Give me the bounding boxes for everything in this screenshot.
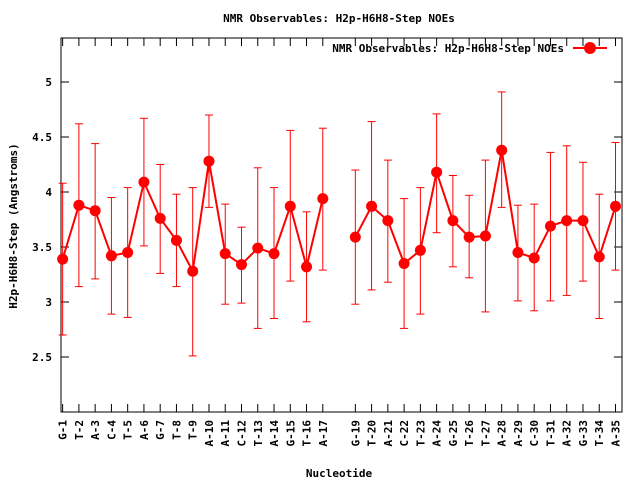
x-tick-label: A-28 xyxy=(496,420,509,447)
x-tick-label: A-21 xyxy=(382,420,395,447)
x-tick-label: T-34 xyxy=(593,420,606,447)
y-tick-label: 3.5 xyxy=(32,241,52,254)
x-tick-label: A-11 xyxy=(219,420,232,447)
data-point xyxy=(170,234,182,246)
data-point xyxy=(317,193,329,205)
data-point xyxy=(268,248,280,260)
x-tick-label: T-2 xyxy=(73,420,86,440)
y-axis-label: H2p-H6H8-Step (Angstroms) xyxy=(7,143,20,309)
x-tick-label: A-14 xyxy=(268,420,281,447)
x-tick-label: A-6 xyxy=(138,420,151,440)
x-tick-label: T-20 xyxy=(366,420,379,447)
y-tick-label: 4.5 xyxy=(32,131,52,144)
x-tick-label: G-15 xyxy=(284,420,297,447)
plot-border xyxy=(60,37,623,413)
data-point xyxy=(366,200,378,212)
x-tick-label: T-5 xyxy=(122,420,135,440)
x-tick-label: C-22 xyxy=(398,420,411,447)
data-point xyxy=(203,155,215,167)
legend: NMR Observables: H2p-H6H8-Step NOEs xyxy=(332,42,607,55)
data-point xyxy=(187,265,199,277)
x-tick-label: T-31 xyxy=(544,420,557,447)
data-point xyxy=(301,261,313,273)
x-tick-label: A-29 xyxy=(512,420,525,447)
x-tick-label: T-9 xyxy=(187,420,200,440)
plot-frame xyxy=(60,37,623,413)
data-point xyxy=(89,205,101,217)
data-point xyxy=(138,176,150,188)
x-tick-label: G-33 xyxy=(577,420,590,447)
y-axis-ticks: 2.5 3 3.5 4 4.5 5 xyxy=(32,76,622,364)
x-axis-ticks: G-1 T-2 A-3 C-4 T-5 A-6 G-7 T-8 T-9 A-10 A-11 C-12 T… xyxy=(57,38,622,447)
data-points xyxy=(57,144,621,277)
x-tick-label: T-13 xyxy=(252,420,265,447)
x-tick-label: T-26 xyxy=(463,420,476,447)
x-tick-label: C-12 xyxy=(235,420,248,447)
data-point xyxy=(593,251,605,263)
x-tick-label: A-24 xyxy=(431,420,444,447)
data-point xyxy=(105,250,117,262)
data-point xyxy=(349,231,361,243)
data-point xyxy=(512,247,524,258)
data-point xyxy=(544,220,556,232)
data-point xyxy=(463,231,475,243)
x-tick-label: C-30 xyxy=(528,420,541,447)
data-point xyxy=(154,212,166,224)
x-tick-label: A-35 xyxy=(609,420,622,447)
x-tick-label: A-32 xyxy=(561,420,574,447)
x-tick-label: G-7 xyxy=(154,420,167,440)
data-point xyxy=(122,247,134,258)
y-tick-label: 2.5 xyxy=(32,351,52,364)
x-tick-label: A-10 xyxy=(203,420,216,447)
x-tick-label: C-4 xyxy=(105,420,118,440)
x-axis-label: Nucleotide xyxy=(306,467,373,480)
x-tick-label: G-1 xyxy=(57,420,70,440)
data-point xyxy=(398,258,410,269)
data-point xyxy=(219,248,231,260)
x-tick-label: G-19 xyxy=(349,420,362,447)
data-point xyxy=(447,215,459,227)
data-point xyxy=(609,200,621,212)
data-point xyxy=(73,199,85,211)
x-tick-label: T-16 xyxy=(301,420,314,447)
legend-label: NMR Observables: H2p-H6H8-Step NOEs xyxy=(332,42,564,55)
y-tick-label: 4 xyxy=(45,186,52,199)
y-tick-label: 3 xyxy=(45,296,52,309)
y-tick-label: 5 xyxy=(45,76,52,89)
data-point xyxy=(382,215,394,227)
x-tick-label: T-23 xyxy=(414,420,427,447)
x-tick-label: T-8 xyxy=(170,420,183,440)
data-point xyxy=(561,215,573,227)
x-tick-label: T-27 xyxy=(479,420,492,447)
data-point xyxy=(284,200,296,212)
data-point xyxy=(57,253,69,265)
data-point xyxy=(528,252,540,264)
data-point xyxy=(252,242,264,254)
data-point xyxy=(496,144,508,156)
data-point xyxy=(235,259,247,271)
x-tick-label: A-17 xyxy=(317,420,330,447)
data-point xyxy=(577,215,589,227)
x-tick-label: A-3 xyxy=(89,420,102,440)
chart-title: NMR Observables: H2p-H6H8-Step NOEs xyxy=(223,12,455,25)
legend-marker-sample xyxy=(584,42,596,54)
data-point xyxy=(479,230,491,242)
data-point xyxy=(414,244,426,256)
data-point xyxy=(431,166,443,178)
x-tick-label: G-25 xyxy=(447,420,460,447)
